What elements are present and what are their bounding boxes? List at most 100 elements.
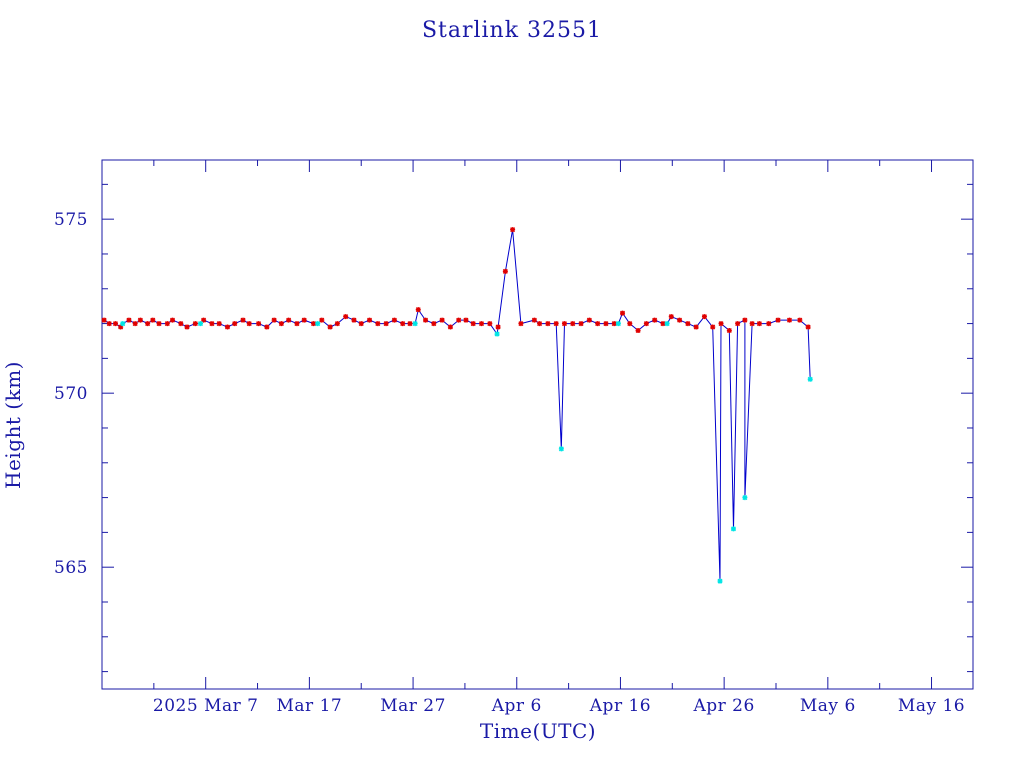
data-point-red [701, 314, 707, 320]
data-point-red [209, 321, 215, 327]
data-point-red [145, 321, 151, 327]
data-point-red [668, 314, 674, 320]
x-tick-label: May 16 [898, 696, 965, 716]
x-tick-label: May 6 [800, 696, 856, 716]
data-point-red [553, 321, 559, 327]
data-point-red [578, 321, 584, 327]
data-point-red [595, 321, 601, 327]
data-point-red [311, 321, 317, 327]
data-point-red [327, 324, 333, 330]
data-point-red [192, 321, 198, 327]
data-point-red [126, 317, 132, 323]
data-point-red [232, 321, 238, 327]
series-layer [101, 227, 813, 584]
data-point-red [463, 317, 469, 323]
data-point-red [652, 317, 658, 323]
data-point-red [495, 324, 501, 330]
data-point-red [132, 321, 138, 327]
data-point-red [256, 321, 262, 327]
data-point-red [531, 317, 537, 323]
data-point-red [693, 324, 699, 330]
data-point-red [343, 314, 349, 320]
data-point-red [786, 317, 792, 323]
data-point-red [278, 321, 284, 327]
data-point-cyan [717, 578, 723, 584]
data-point-red [170, 317, 176, 323]
data-point-red [184, 324, 190, 330]
data-point-red [286, 317, 292, 323]
data-point-cyan [742, 495, 748, 501]
data-point-red [510, 227, 516, 233]
data-point-red [643, 321, 649, 327]
data-point-red [561, 321, 567, 327]
data-point-red [367, 317, 373, 323]
height-line [103, 229, 811, 582]
data-point-red [240, 317, 246, 323]
data-point-red [660, 321, 666, 327]
x-tick-label: Apr 16 [589, 696, 651, 716]
data-point-cyan [664, 321, 670, 327]
data-point-red [718, 321, 724, 327]
data-point-cyan [494, 331, 500, 337]
y-tick-label: 565 [54, 558, 88, 578]
x-tick-label: Mar 27 [380, 696, 446, 716]
data-point-red [118, 324, 124, 330]
data-point-red [502, 268, 508, 274]
data-point-red [150, 317, 156, 323]
data-point-red [383, 321, 389, 327]
data-point-red [479, 321, 485, 327]
data-point-cyan [198, 321, 204, 327]
chart-title: Starlink 32551 [422, 18, 602, 43]
y-tick-label: 575 [54, 210, 88, 230]
data-point-red [375, 321, 381, 327]
data-point-red [570, 321, 576, 327]
data-point-red [603, 321, 609, 327]
data-point-red [627, 321, 633, 327]
data-point-red [735, 321, 741, 327]
data-point-red [264, 324, 270, 330]
data-point-red [635, 328, 641, 334]
axis-ticks [102, 160, 973, 689]
data-point-red [112, 321, 118, 327]
data-point-red [685, 321, 691, 327]
data-point-red [487, 321, 493, 327]
data-point-red [456, 317, 462, 323]
data-point-red [164, 321, 170, 327]
data-point-cyan [615, 321, 621, 327]
data-point-red [358, 321, 364, 327]
data-point-red [805, 324, 811, 330]
data-point-red [756, 321, 762, 327]
data-point-red [620, 310, 626, 316]
data-point-cyan [558, 446, 564, 452]
data-point-red [351, 317, 357, 323]
data-point-red [391, 317, 397, 323]
x-tick-label: 2025 Mar 7 [153, 696, 259, 716]
data-point-red [301, 317, 307, 323]
data-point-red [749, 321, 755, 327]
x-tick-label: Apr 26 [692, 696, 754, 716]
data-point-cyan [807, 376, 813, 382]
data-point-cyan [412, 321, 418, 327]
y-tick-label: 570 [54, 384, 88, 404]
data-point-red [271, 317, 277, 323]
data-point-red [101, 317, 107, 323]
data-point-red [545, 321, 551, 327]
data-point-red [677, 317, 683, 323]
data-point-red [319, 317, 325, 323]
tick-labels: 2025 Mar 7 Mar 17 Mar 27 Apr 6 Apr 16 Apr 26 M… [54, 210, 965, 716]
data-point-red [439, 317, 445, 323]
data-point-cyan [315, 321, 321, 327]
y-axis-label: Height (km) [1, 361, 25, 489]
data-point-red [710, 324, 716, 330]
data-point-red [797, 317, 803, 323]
x-tick-label: Apr 6 [491, 696, 542, 716]
data-point-cyan [120, 321, 126, 327]
data-point-red [423, 317, 429, 323]
data-point-red [294, 321, 300, 327]
plot-frame [101, 159, 974, 690]
data-point-red [178, 321, 184, 327]
data-point-red [766, 321, 772, 327]
data-point-red [586, 317, 592, 323]
data-point-red [742, 317, 748, 323]
